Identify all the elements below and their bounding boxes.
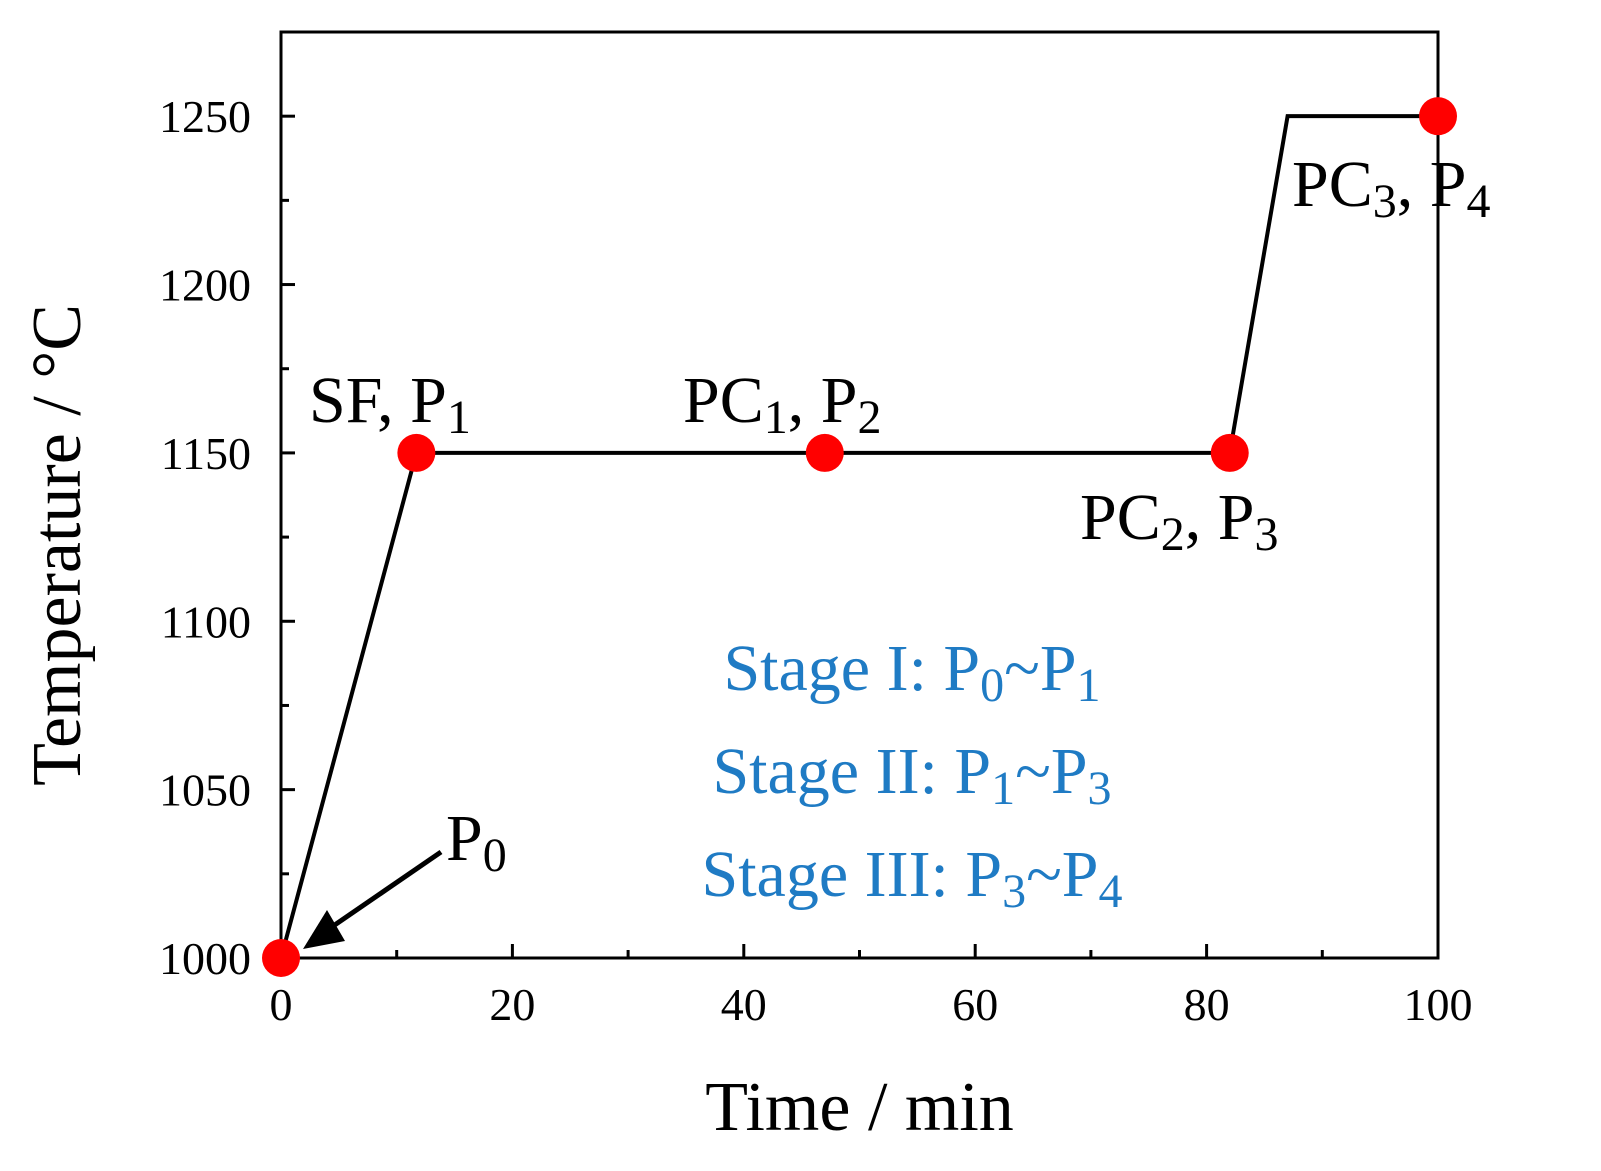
subscript: 1 (1077, 659, 1101, 712)
label-text: PC (683, 364, 764, 437)
x-axis-title: Time / min (705, 1069, 1014, 1146)
stage-annotation: Stage II: P1~P3 (712, 735, 1111, 815)
x-tick-label: 40 (721, 979, 767, 1030)
x-tick-label: 100 (1404, 979, 1473, 1030)
label-text: Stage II: P (712, 735, 991, 808)
data-point (1419, 97, 1457, 136)
label-text: PC (1080, 481, 1161, 554)
subscript: 0 (483, 829, 507, 882)
point-label: PC3, P4 (1292, 148, 1490, 228)
p0-arrow (303, 849, 443, 949)
subscript: 1 (764, 391, 788, 444)
subscript: 3 (1373, 175, 1397, 228)
label-text: SF, P (309, 364, 447, 437)
y-tick-label: 1050 (159, 765, 251, 816)
x-tick-label: 20 (489, 979, 535, 1030)
arrow-head (303, 910, 345, 949)
stage-annotation: Stage I: P0~P1 (723, 632, 1100, 712)
label-text: , P (1397, 148, 1467, 221)
y-tick-label: 1250 (159, 91, 251, 142)
x-tick-label: 80 (1184, 979, 1230, 1030)
subscript: 1 (991, 762, 1015, 815)
data-point (805, 433, 844, 472)
point-label: P0 (446, 802, 507, 882)
subscript: 0 (980, 659, 1004, 712)
label-text: Stage III: P (701, 838, 1002, 911)
label-text: Stage I: P (723, 632, 980, 705)
subscript: 3 (1002, 865, 1026, 918)
subscript: 4 (1099, 865, 1123, 918)
subscript: 3 (1088, 762, 1112, 815)
y-tick-label: 1100 (161, 596, 251, 647)
data-point (1210, 433, 1249, 472)
stage-annotation: Stage III: P3~P4 (701, 838, 1122, 918)
data-points (262, 97, 1457, 977)
point-label: PC1, P2 (683, 364, 881, 444)
label-text: ~P (1015, 735, 1087, 808)
label-text: , P (1185, 481, 1255, 554)
subscript: 2 (857, 391, 881, 444)
subscript: 1 (447, 391, 471, 444)
x-tick-label: 0 (270, 979, 293, 1030)
data-point (397, 433, 436, 472)
x-tick-label: 60 (952, 979, 998, 1030)
y-tick-label: 1000 (159, 933, 251, 984)
y-tick-label: 1150 (161, 428, 251, 479)
label-text: P (446, 802, 483, 875)
subscript: 4 (1466, 175, 1490, 228)
arrow-shaft (321, 849, 443, 936)
subscript: 2 (1161, 508, 1185, 561)
label-text: ~P (1026, 838, 1098, 911)
subscript: 3 (1254, 508, 1278, 561)
label-text: , P (788, 364, 858, 437)
point-label: PC2, P3 (1080, 481, 1278, 561)
point-label: SF, P1 (309, 364, 471, 444)
data-point (262, 939, 300, 977)
y-axis-title: Temperature / °C (19, 304, 96, 786)
y-tick-label: 1200 (159, 260, 251, 311)
label-text: ~P (1004, 632, 1076, 705)
label-text: PC (1292, 148, 1373, 221)
